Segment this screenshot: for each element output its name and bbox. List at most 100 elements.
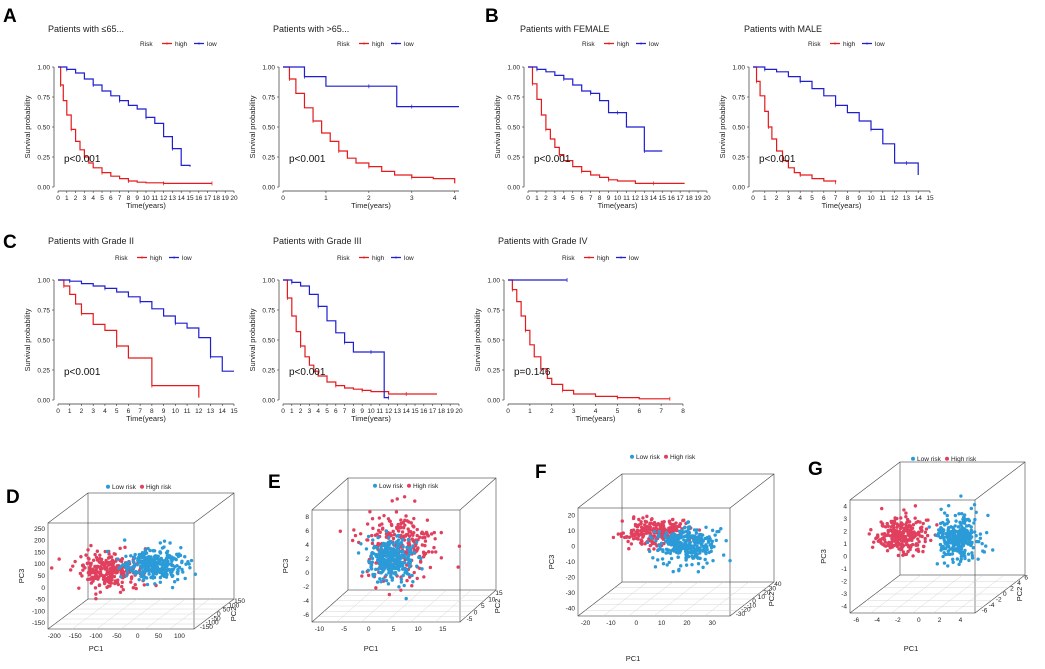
scatter-point-low-risk	[170, 556, 174, 560]
scatter-point-high-risk	[131, 586, 136, 590]
scatter-point-low-risk	[953, 524, 957, 528]
scatter-point-low-risk	[664, 530, 669, 535]
legend-dot-low-risk	[911, 456, 915, 461]
x-tick-label: 15	[926, 195, 934, 202]
x-tick-label: 5	[810, 195, 814, 202]
scatter-point-low-risk	[669, 556, 674, 561]
scatter-point-high-risk	[637, 517, 641, 522]
scatter-point-low-risk	[407, 552, 411, 557]
scatter-point-high-risk	[647, 525, 652, 530]
scatter-point-low-risk	[696, 562, 701, 566]
y-tick-label: -1	[841, 566, 847, 573]
scatter-point-high-risk	[921, 549, 925, 554]
x-tick-label: 8	[127, 195, 131, 202]
scatter-point-high-risk	[92, 575, 96, 579]
scatter-point-high-risk	[914, 542, 919, 546]
scatter-point-low-risk	[153, 582, 157, 586]
y-tick-label: 1.00	[262, 277, 275, 284]
scatter-point-low-risk	[403, 555, 407, 559]
x-tick-label: 4	[562, 195, 566, 202]
scatter-point-high-risk	[681, 518, 685, 523]
scatter-point-high-risk	[94, 597, 98, 601]
legend-label-high-risk: High risk	[413, 483, 439, 490]
scatter-point-high-risk	[886, 524, 890, 528]
scatter-point-low-risk	[952, 548, 957, 552]
scatter-point-low-risk	[181, 570, 185, 574]
scatter-point-high-risk	[98, 570, 103, 574]
scatter-point-low-risk	[170, 569, 174, 574]
x-axis-label: PC1	[364, 644, 379, 653]
scatter-point-low-risk	[647, 549, 652, 554]
scatter-point-high-risk	[906, 549, 910, 554]
scatter-point-high-risk	[86, 577, 90, 582]
scatter-point-high-risk	[910, 526, 915, 530]
scatter-point-low-risk	[958, 549, 963, 553]
scatter-point-low-risk	[183, 576, 187, 581]
z-tick-label: -150	[200, 624, 213, 631]
x-tick-label: 13	[207, 408, 215, 415]
scatter-point-low-risk	[719, 527, 723, 531]
scatter-point-low-risk	[980, 541, 984, 546]
scatter-point-low-risk	[132, 564, 137, 568]
scatter-point-high-risk	[898, 536, 903, 540]
scatter-point-low-risk	[656, 548, 660, 553]
y-tick-label: -4	[303, 598, 309, 605]
scatter-point-high-risk	[404, 514, 408, 518]
km-curve-high	[528, 66, 685, 184]
scatter-point-low-risk	[959, 557, 963, 561]
scatter-point-low-risk	[945, 513, 949, 518]
scatter-point-high-risk	[894, 543, 899, 548]
scatter-point-high-risk	[639, 521, 643, 526]
scatter-point-high-risk	[382, 513, 386, 518]
scatter-point-high-risk	[85, 561, 90, 566]
scatter-point-low-risk	[140, 555, 144, 560]
scatter-point-high-risk	[912, 530, 916, 534]
scatter-point-low-risk	[383, 542, 388, 546]
scatter-point-high-risk	[78, 571, 83, 576]
scatter-point-high-risk	[641, 535, 645, 539]
scatter-point-low-risk	[153, 566, 158, 570]
legend-label-low: low	[404, 41, 414, 48]
y-tick-label: 0.50	[507, 124, 520, 131]
scatter-point-low-risk	[701, 565, 705, 570]
y-tick-label: 0	[843, 554, 847, 561]
scatter-point-high-risk	[621, 531, 625, 535]
scatter-point-low-risk	[699, 536, 703, 541]
legend-marker-high: +	[165, 42, 169, 48]
scatter-point-high-risk	[365, 538, 369, 542]
scatter-point-high-risk	[384, 532, 389, 536]
scatter-point-high-risk	[395, 497, 399, 501]
y-tick-label: 4	[843, 503, 847, 510]
scatter-point-low-risk	[671, 569, 675, 574]
x-tick-label: 8	[681, 408, 685, 415]
z-tick-label: -4	[989, 602, 995, 609]
x-tick-label: 5	[115, 408, 119, 415]
scatter-point-high-risk	[639, 525, 644, 529]
scatter-point-low-risk	[687, 531, 692, 535]
x-tick-label: -10	[315, 626, 325, 633]
scatter-point-low-risk	[116, 557, 120, 561]
y-tick-label: 0.25	[487, 367, 500, 374]
x-tick-label: 10	[414, 626, 422, 633]
scatter-point-low-risk	[960, 537, 965, 541]
z-tick-label: 40	[774, 581, 782, 588]
scatter-point-high-risk	[432, 545, 436, 550]
y-tick-label: 0.00	[262, 184, 275, 191]
p-value: p<0.001	[534, 154, 571, 165]
y-tick-label: 0.25	[37, 154, 50, 161]
scatter-point-low-risk	[366, 534, 371, 539]
scatter-point-high-risk	[905, 528, 909, 533]
scatter-point-high-risk	[399, 521, 403, 526]
scatter-point-low-risk	[105, 549, 110, 554]
scatter-point-low-risk	[700, 533, 705, 537]
scatter-point-high-risk	[81, 568, 85, 572]
x-tick-label: 0	[56, 195, 60, 202]
scatter-point-low-risk	[970, 540, 974, 545]
scatter-point-low-risk	[665, 563, 669, 567]
scatter-point-high-risk	[403, 523, 407, 527]
scatter-point-high-risk	[69, 568, 73, 572]
y-axis-label: PC3	[281, 559, 290, 574]
scatter-point-low-risk	[407, 560, 411, 564]
km-curve-low	[528, 66, 663, 152]
scatter-point-low-risk	[159, 569, 163, 573]
